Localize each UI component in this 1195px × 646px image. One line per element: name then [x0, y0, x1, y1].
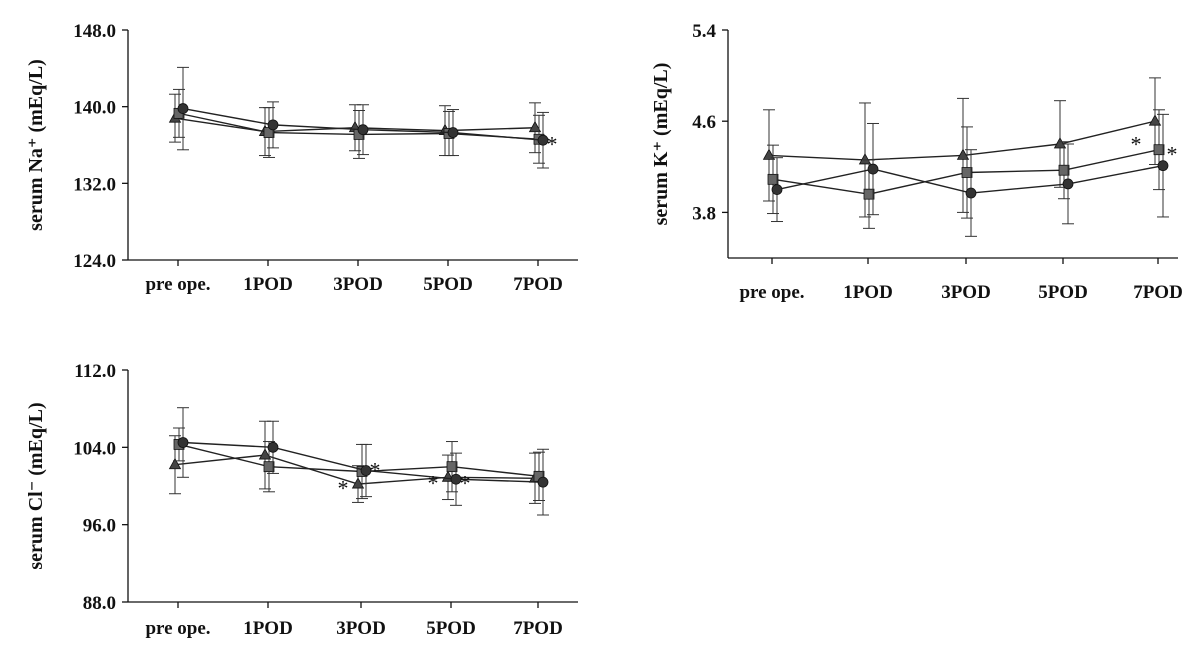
- series-triangle: [168, 420, 542, 504]
- x-tick-label: 3POD: [941, 282, 991, 303]
- data-point-square: [863, 188, 875, 200]
- series-triangle: [168, 93, 542, 157]
- significance-asterisk: *: [338, 476, 349, 501]
- y-tick-label: 112.0: [74, 361, 116, 382]
- data-point-triangle: [956, 148, 970, 160]
- data-point-triangle: [258, 448, 272, 460]
- data-point-triangle: [762, 148, 776, 160]
- data-point-triangle: [351, 477, 365, 489]
- data-point-circle: [177, 103, 189, 114]
- y-tick-label: 104.0: [73, 438, 116, 459]
- y-tick-label: 140.0: [73, 98, 116, 119]
- y-tick-label: 96.0: [83, 516, 116, 537]
- data-point-triangle: [1148, 114, 1162, 126]
- x-tick-label: 1POD: [243, 618, 293, 639]
- y-tick-label: 4.6: [692, 112, 716, 133]
- chart-potassium: 3.8 4.6 5.4 pre ope. 1POD 3POD 5POD 7POD serum K…: [650, 21, 1183, 303]
- y-tick-label: 124.0: [73, 251, 116, 272]
- significance-asterisk: *: [460, 471, 471, 496]
- chart-sodium: 124.0 132.0 140.0 148.0 pre ope. 1POD 3POD 5POD…: [25, 21, 578, 295]
- significance-asterisk: *: [547, 131, 558, 156]
- x-tick-label: 7POD: [513, 618, 563, 639]
- data-point-circle: [1062, 178, 1074, 190]
- data-point-circle: [450, 473, 462, 485]
- data-point-triangle: [168, 457, 182, 470]
- x-tick-label: 5POD: [423, 274, 473, 295]
- series-circle: [177, 407, 549, 516]
- data-point-square: [263, 461, 275, 473]
- significance-asterisk: *: [370, 458, 381, 483]
- data-point-circle: [537, 476, 549, 488]
- significance-asterisk: *: [428, 471, 439, 496]
- y-tick-label: 88.0: [83, 593, 116, 614]
- x-tick-label: 1POD: [243, 274, 293, 295]
- y-tick-label: 3.8: [692, 203, 716, 224]
- series-square: [173, 427, 545, 501]
- x-tick-label: 5POD: [1038, 282, 1088, 303]
- chart-chloride: 88.0 96.0 104.0 112.0 pre ope. 1POD 3POD 5POD 7P…: [25, 361, 578, 639]
- data-point-triangle: [1053, 137, 1067, 149]
- data-point-square: [1153, 144, 1165, 156]
- x-tick-label: pre ope.: [145, 618, 210, 639]
- series-circle: [771, 113, 1169, 237]
- x-tick-label: 3POD: [336, 618, 386, 639]
- data-point-circle: [537, 134, 549, 146]
- data-point-square: [446, 461, 458, 473]
- y-axis-title: serum K⁺ (mEq/L): [650, 63, 672, 226]
- y-tick-label: 148.0: [73, 21, 116, 42]
- significance-asterisk: *: [1167, 142, 1178, 167]
- x-tick-label: 7POD: [513, 274, 563, 295]
- x-tick-label: 7POD: [1133, 282, 1183, 303]
- data-point-triangle: [858, 153, 872, 165]
- series-square: [767, 109, 1165, 229]
- series-triangle: [762, 77, 1162, 218]
- significance-asterisk: *: [1131, 132, 1142, 157]
- y-axis-title: serum Na⁺ (mEq/L): [25, 59, 47, 231]
- x-tick-label: 3POD: [333, 274, 383, 295]
- y-tick-label: 5.4: [692, 21, 716, 42]
- data-point-circle: [771, 184, 783, 196]
- series-circle: [177, 66, 549, 169]
- data-point-circle: [267, 119, 279, 131]
- data-point-square: [1058, 164, 1070, 176]
- data-point-circle: [447, 127, 459, 138]
- data-point-circle: [1157, 160, 1169, 172]
- y-axis-title: serum Cl⁻ (mEq/L): [25, 402, 47, 569]
- data-point-circle: [267, 441, 279, 453]
- data-point-circle: [965, 187, 977, 199]
- data-point-square: [961, 167, 973, 178]
- data-point-circle: [357, 124, 369, 136]
- x-tick-label: pre ope.: [739, 282, 804, 303]
- x-tick-label: 5POD: [426, 618, 476, 639]
- y-tick-label: 132.0: [73, 174, 116, 195]
- x-tick-label: pre ope.: [145, 274, 210, 295]
- data-point-square: [767, 173, 779, 185]
- data-point-circle: [360, 465, 372, 476]
- data-point-triangle: [528, 120, 542, 133]
- data-point-circle: [177, 437, 189, 448]
- x-tick-label: 1POD: [843, 282, 893, 303]
- data-point-circle: [867, 163, 879, 175]
